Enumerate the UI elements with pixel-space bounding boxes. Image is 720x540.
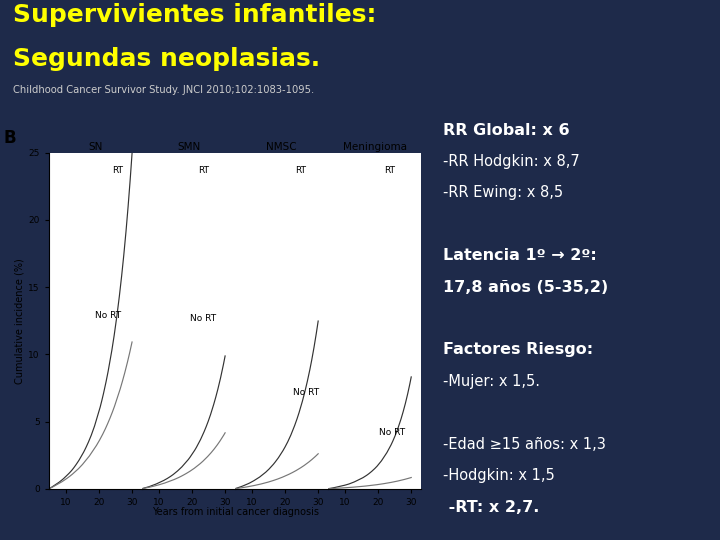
Text: Factores Riesgo:: Factores Riesgo: [443, 342, 593, 357]
Y-axis label: Cumulative incidence (%): Cumulative incidence (%) [14, 258, 24, 383]
Text: No RT: No RT [379, 428, 405, 437]
Title: SMN: SMN [177, 142, 200, 152]
Text: RR Global: x 6: RR Global: x 6 [443, 123, 569, 138]
Text: RT: RT [296, 166, 307, 176]
Text: -Hodgkin: x 1,5: -Hodgkin: x 1,5 [443, 468, 554, 483]
Text: No RT: No RT [96, 310, 122, 320]
Text: -RR Hodgkin: x 8,7: -RR Hodgkin: x 8,7 [443, 154, 580, 169]
Text: Childhood Cancer Survivor Study. JNCI 2010;102:1083-1095.: Childhood Cancer Survivor Study. JNCI 20… [13, 85, 314, 95]
Text: B: B [4, 130, 17, 147]
Text: RT: RT [112, 166, 123, 176]
Text: -Mujer: x 1,5.: -Mujer: x 1,5. [443, 374, 539, 389]
Title: SN: SN [89, 142, 103, 152]
Text: No RT: No RT [190, 314, 217, 323]
Text: Latencia 1º → 2º:: Latencia 1º → 2º: [443, 248, 596, 263]
Text: -Edad ≥15 años: x 1,3: -Edad ≥15 años: x 1,3 [443, 437, 606, 451]
Text: Supervivientes infantiles:: Supervivientes infantiles: [13, 3, 377, 27]
Title: NMSC: NMSC [266, 142, 297, 152]
Text: RT: RT [384, 166, 395, 176]
Text: RT: RT [198, 166, 209, 176]
Text: No RT: No RT [293, 388, 319, 397]
Text: Segundas neoplasias.: Segundas neoplasias. [13, 48, 320, 71]
Text: -RR Ewing: x 8,5: -RR Ewing: x 8,5 [443, 185, 562, 200]
Text: Years from initial cancer diagnosis: Years from initial cancer diagnosis [152, 507, 318, 517]
Title: Meningioma: Meningioma [343, 142, 407, 152]
Text: -RT: x 2,7.: -RT: x 2,7. [443, 500, 539, 515]
Text: 17,8 años (5-35,2): 17,8 años (5-35,2) [443, 280, 608, 295]
